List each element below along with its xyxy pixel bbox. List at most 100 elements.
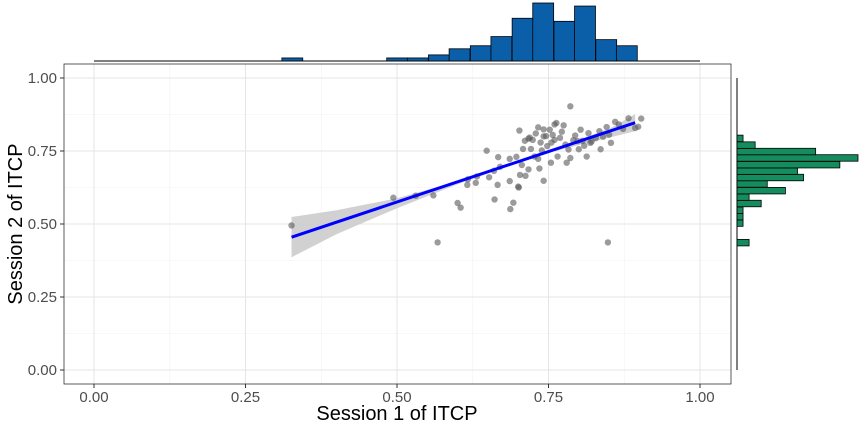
scatter-point xyxy=(507,205,514,213)
right-histogram-bar xyxy=(736,206,744,214)
scatter-point xyxy=(534,155,542,163)
right-histogram-bar xyxy=(736,213,744,221)
top-histogram-bar xyxy=(428,54,450,62)
top-histogram-bar xyxy=(615,45,638,62)
x-tick-label: 1.00 xyxy=(685,389,714,406)
x-axis-ticks: 0.00 0.25 0.50 0.75 1.00 xyxy=(79,384,715,406)
top-histogram-bar xyxy=(386,57,409,62)
scatter-point xyxy=(603,123,610,131)
scatter-point xyxy=(549,131,556,139)
scatter-point xyxy=(430,192,437,199)
scatter-point xyxy=(597,146,604,153)
scatter-point xyxy=(551,121,558,128)
scatter-point xyxy=(495,153,502,161)
scatter-point xyxy=(571,132,579,139)
scatter-point xyxy=(540,133,547,140)
scatter-point xyxy=(537,139,544,146)
scatter-point xyxy=(529,136,536,144)
right-histogram-bar xyxy=(736,154,859,162)
scatter-point xyxy=(577,126,584,133)
scatter-point xyxy=(506,177,513,185)
scatter-point xyxy=(491,196,498,203)
scatter-point xyxy=(544,142,551,150)
scatter-point xyxy=(575,146,582,153)
right-histogram-bar xyxy=(736,161,841,169)
y-axis-ticks: 0.00 0.25 0.50 0.75 1.00 xyxy=(28,70,64,379)
scatter-point xyxy=(547,159,555,166)
y-axis-title: Session 2 of ITCP xyxy=(5,143,27,304)
trend-line xyxy=(291,121,636,239)
scatter-point xyxy=(434,239,441,246)
y-tick-label: 0.25 xyxy=(28,289,57,306)
right-histogram-bar xyxy=(736,134,744,143)
right-histogram-bar xyxy=(736,180,768,188)
scatter-point xyxy=(536,165,543,172)
right-histogram-bar xyxy=(736,219,744,227)
x-axis-title: Session 1 of ITCP xyxy=(316,403,477,425)
top-histogram-bar xyxy=(281,57,304,62)
scatter-point xyxy=(583,153,590,160)
scatter-point xyxy=(638,115,645,122)
scatter-point xyxy=(390,194,397,201)
top-histogram xyxy=(94,2,700,62)
right-histogram-bar xyxy=(736,193,750,201)
right-histogram xyxy=(736,78,859,370)
scatter-point xyxy=(563,159,570,166)
top-histogram-bar xyxy=(532,2,555,62)
scatter-point xyxy=(527,145,535,153)
scatter-point xyxy=(494,181,501,189)
right-histogram-bar xyxy=(736,167,798,175)
scatter-point xyxy=(567,154,574,162)
scatter-point xyxy=(588,138,595,145)
scatter-point xyxy=(585,129,592,137)
scatter-point xyxy=(546,126,553,133)
scatter-point xyxy=(518,161,526,169)
x-tick-label: 0.25 xyxy=(231,389,260,406)
scatter-point xyxy=(516,171,524,179)
scatter-point xyxy=(567,103,574,110)
scatter-point xyxy=(604,239,612,246)
scatter-point xyxy=(525,166,532,173)
y-tick-label: 0.75 xyxy=(28,143,57,160)
top-histogram-bar xyxy=(406,57,429,62)
scatter-point xyxy=(540,177,547,184)
y-tick-label: 0.50 xyxy=(28,216,57,233)
x-tick-label: 0.75 xyxy=(534,389,563,406)
scatter-point xyxy=(534,124,542,131)
scatter-point xyxy=(607,139,615,147)
top-histogram-bar xyxy=(574,5,596,62)
scatter-point xyxy=(540,126,547,133)
grid-major xyxy=(64,64,731,384)
scatter-point xyxy=(506,155,513,163)
right-histogram-bar xyxy=(736,173,804,182)
right-histogram-bar xyxy=(736,199,762,208)
scatter-point xyxy=(551,136,558,144)
scatter-point xyxy=(515,184,523,191)
scatter-point xyxy=(554,153,561,160)
top-histogram-bar xyxy=(448,48,471,62)
x-tick-label: 0.50 xyxy=(382,389,411,406)
scatter-point xyxy=(464,181,471,189)
top-histogram-bar xyxy=(469,45,492,62)
scatter-point xyxy=(565,146,572,153)
scatter-point xyxy=(558,128,566,135)
scatter-point xyxy=(472,179,479,187)
top-histogram-bar xyxy=(595,39,618,62)
scatter-point xyxy=(457,204,464,211)
top-histogram-bar xyxy=(511,17,534,62)
scatter-point xyxy=(510,199,517,206)
y-tick-label: 0.00 xyxy=(28,362,57,379)
scatter-point xyxy=(625,115,632,122)
x-tick-label: 0.00 xyxy=(79,389,108,406)
scatter-point xyxy=(634,123,642,130)
scatter-point xyxy=(288,222,295,229)
scatter-point xyxy=(454,199,461,207)
scatter-point xyxy=(581,142,588,149)
scatter-point xyxy=(485,174,493,181)
scatter-point xyxy=(532,130,539,137)
right-histogram-bar xyxy=(736,187,786,195)
scatter-point xyxy=(513,153,520,161)
y-tick-label: 1.00 xyxy=(28,70,57,87)
scatter-point xyxy=(519,145,527,153)
